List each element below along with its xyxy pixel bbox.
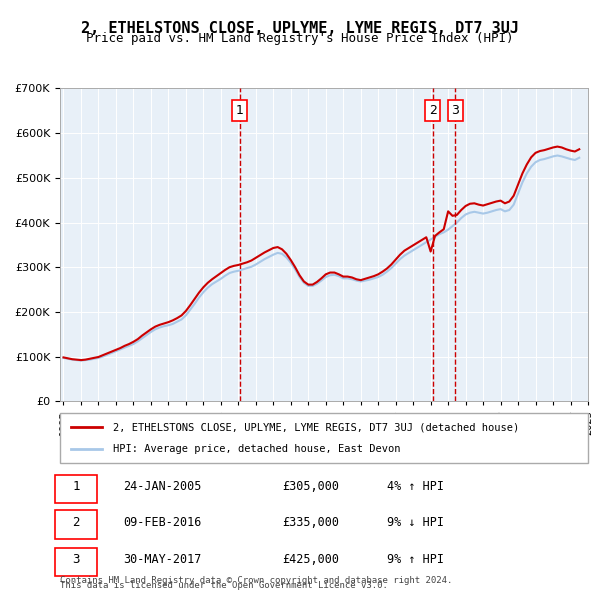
Text: 9% ↓ HPI: 9% ↓ HPI (388, 516, 445, 529)
Text: 2: 2 (72, 516, 80, 529)
FancyBboxPatch shape (55, 475, 97, 503)
Text: £305,000: £305,000 (282, 480, 339, 493)
Text: 1: 1 (72, 480, 80, 493)
Text: 2: 2 (429, 104, 437, 117)
Text: 30-MAY-2017: 30-MAY-2017 (124, 553, 202, 566)
Text: £335,000: £335,000 (282, 516, 339, 529)
Text: 3: 3 (72, 553, 80, 566)
Text: 24-JAN-2005: 24-JAN-2005 (124, 480, 202, 493)
FancyBboxPatch shape (55, 548, 97, 576)
Text: HPI: Average price, detached house, East Devon: HPI: Average price, detached house, East… (113, 444, 400, 454)
FancyBboxPatch shape (60, 413, 588, 463)
Text: 1: 1 (236, 104, 244, 117)
Text: 9% ↑ HPI: 9% ↑ HPI (388, 553, 445, 566)
Text: 3: 3 (451, 104, 459, 117)
Text: Contains HM Land Registry data © Crown copyright and database right 2024.: Contains HM Land Registry data © Crown c… (60, 576, 452, 585)
Text: 4% ↑ HPI: 4% ↑ HPI (388, 480, 445, 493)
Text: 09-FEB-2016: 09-FEB-2016 (124, 516, 202, 529)
FancyBboxPatch shape (55, 510, 97, 539)
Text: 2, ETHELSTONS CLOSE, UPLYME, LYME REGIS, DT7 3UJ: 2, ETHELSTONS CLOSE, UPLYME, LYME REGIS,… (81, 21, 519, 35)
Text: £425,000: £425,000 (282, 553, 339, 566)
Text: Price paid vs. HM Land Registry's House Price Index (HPI): Price paid vs. HM Land Registry's House … (86, 32, 514, 45)
Text: 2, ETHELSTONS CLOSE, UPLYME, LYME REGIS, DT7 3UJ (detached house): 2, ETHELSTONS CLOSE, UPLYME, LYME REGIS,… (113, 422, 519, 432)
Text: This data is licensed under the Open Government Licence v3.0.: This data is licensed under the Open Gov… (60, 581, 388, 590)
